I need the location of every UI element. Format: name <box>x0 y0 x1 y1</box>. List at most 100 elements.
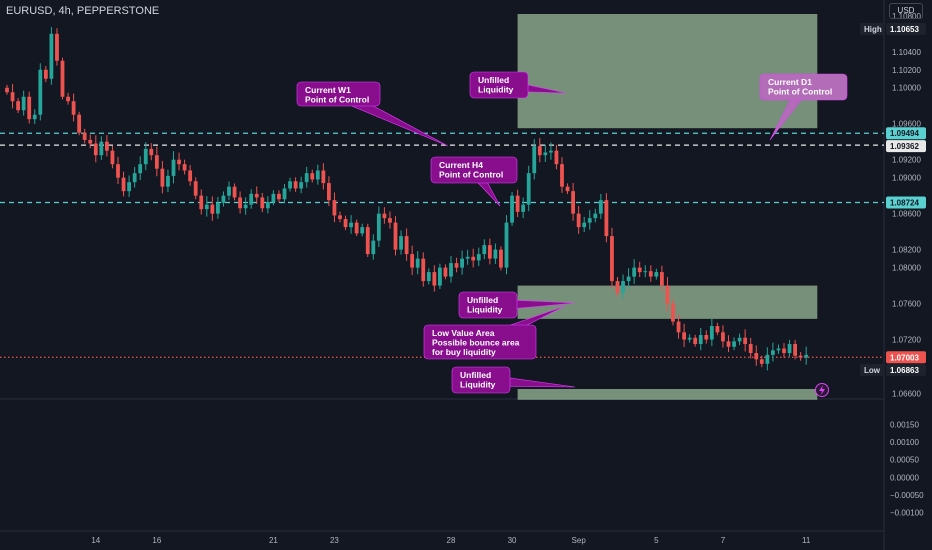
candle-body <box>582 222 587 228</box>
candle-body <box>521 204 526 212</box>
candle <box>349 215 353 234</box>
candle <box>693 334 698 347</box>
candle <box>560 157 564 193</box>
candle <box>166 169 170 193</box>
candle-body <box>587 218 592 223</box>
candle-body <box>654 272 659 277</box>
callout-text: Point of Control <box>305 95 369 105</box>
candle-body <box>487 245 492 259</box>
candle <box>454 257 459 273</box>
candle-body <box>288 181 292 189</box>
candle-body <box>637 267 642 273</box>
candle-body <box>676 321 681 333</box>
candle <box>537 137 542 163</box>
callout-text: Current H4 <box>439 160 483 170</box>
liquidity-zone-1 <box>517 14 818 129</box>
candle <box>549 142 553 160</box>
candle <box>293 177 298 192</box>
candle-body <box>138 164 143 174</box>
candle <box>493 243 498 264</box>
candle-body <box>399 236 403 250</box>
candle-body <box>593 213 598 219</box>
candle-body <box>704 335 709 340</box>
candle-body <box>476 254 481 261</box>
candle-body <box>793 344 797 356</box>
candle-body <box>632 267 637 277</box>
candle <box>449 256 453 283</box>
time-tick-label: 30 <box>508 536 517 545</box>
price-tick-label: 1.09000 <box>892 174 921 183</box>
candle <box>143 142 148 171</box>
candle <box>221 191 226 207</box>
candle-body <box>471 256 476 261</box>
price-axis: 1.10800 1.10400 1.10200 1.10000 1.09600 1.092… <box>860 12 926 517</box>
high-tag: 1.10653 High <box>860 23 926 36</box>
candle <box>771 342 775 362</box>
candle-body <box>82 132 87 140</box>
candle <box>504 215 509 275</box>
candle <box>643 265 648 278</box>
candle <box>637 261 642 278</box>
candle-body <box>49 33 54 79</box>
candle-body <box>32 114 37 120</box>
candle <box>249 189 254 209</box>
candle-body <box>565 186 570 192</box>
callout-text: for buy liquidity <box>432 347 496 357</box>
candle-body <box>27 96 32 120</box>
candle <box>254 186 259 204</box>
candle <box>487 238 492 265</box>
candle <box>182 159 187 175</box>
candle <box>116 156 120 185</box>
price-tick-label: 1.10200 <box>892 66 921 75</box>
candle <box>138 156 143 181</box>
candle-body <box>537 146 542 156</box>
candle <box>265 196 270 214</box>
candle-body <box>232 186 237 198</box>
price-tick-label: 1.09200 <box>892 156 921 165</box>
liquidity-zones <box>517 14 818 400</box>
candle-body <box>154 155 159 169</box>
lower-pane-tick-label: −0.00050 <box>890 491 924 500</box>
candle <box>393 216 398 256</box>
candle-body <box>349 222 353 228</box>
candle-body <box>327 183 331 201</box>
candle <box>510 191 514 226</box>
candle <box>704 330 709 344</box>
candle-body <box>93 143 98 156</box>
candle-body <box>787 344 792 354</box>
candle-body <box>454 263 459 268</box>
candles <box>5 27 809 371</box>
candle-body <box>110 150 115 165</box>
candle-body <box>10 92 15 102</box>
callout-text: Unfilled <box>460 370 491 380</box>
candle-body <box>243 204 248 209</box>
candle <box>787 339 792 357</box>
candle-body <box>71 101 76 115</box>
candle <box>304 166 309 188</box>
candle <box>648 265 653 282</box>
high-tag-label-bg <box>860 23 884 36</box>
candle-body <box>121 177 126 192</box>
candle <box>793 339 797 360</box>
candle <box>82 128 87 144</box>
candle-body <box>299 182 304 189</box>
candle <box>432 265 437 292</box>
low-tag-label: Low <box>864 366 881 375</box>
currency-button[interactable]: USD <box>889 3 923 19</box>
candle-body <box>515 195 520 212</box>
candle-body <box>804 354 809 358</box>
time-tick-label: 11 <box>802 536 811 545</box>
candle <box>354 219 359 237</box>
candle <box>332 192 337 223</box>
candle <box>754 345 759 366</box>
candle-body <box>571 191 575 214</box>
candle-body <box>177 159 181 165</box>
candle <box>732 337 736 351</box>
candle <box>399 230 403 255</box>
candle-body <box>460 258 464 268</box>
current-price-tag: 1.07003 <box>886 351 926 364</box>
candle-body <box>526 173 531 205</box>
